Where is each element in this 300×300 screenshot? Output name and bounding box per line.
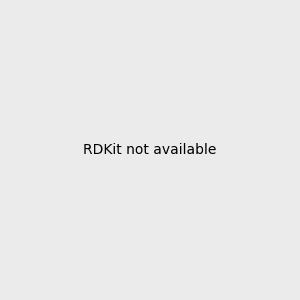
Text: RDKit not available: RDKit not available: [83, 143, 217, 157]
